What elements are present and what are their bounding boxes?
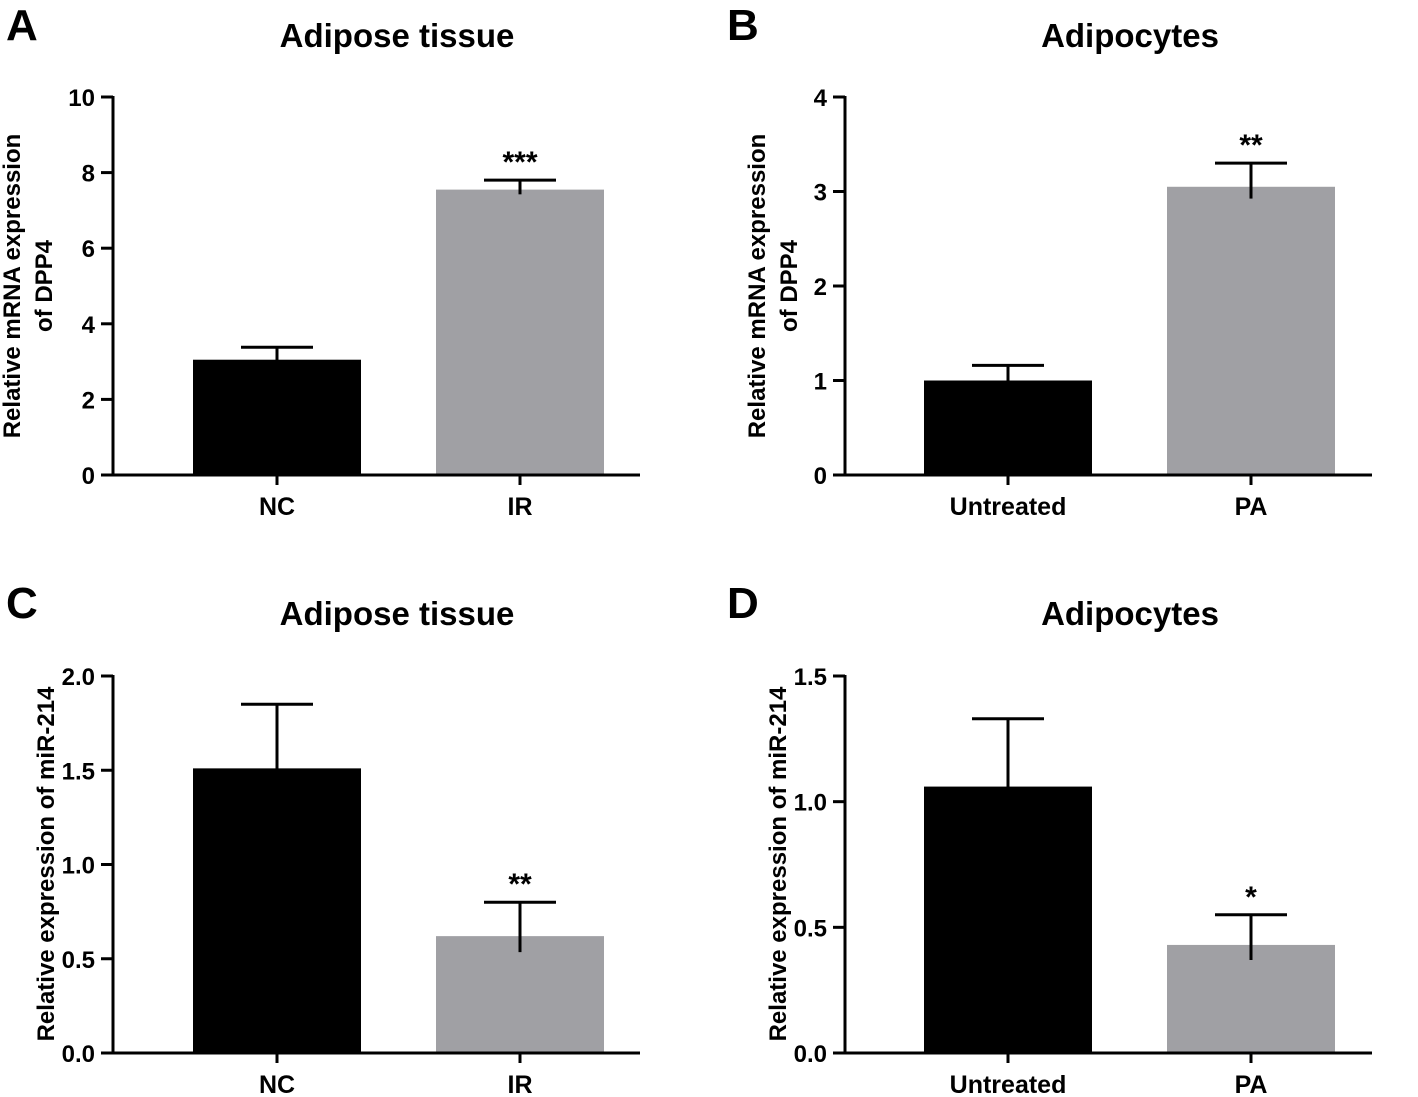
significance-marker: *** <box>502 146 537 179</box>
bar-pa <box>1167 944 1335 1053</box>
y-axis-label: Relative mRNA expression of DPP4 <box>0 134 58 439</box>
significance-marker: ** <box>508 868 532 901</box>
panel-letter: B <box>727 1 759 50</box>
y-tick-label: 8 <box>82 161 95 188</box>
x-tick-label: IR <box>508 493 533 521</box>
y-axis-label-line: Relative expression of miR-214 <box>33 686 60 1041</box>
y-tick-label: 0.0 <box>794 1041 827 1068</box>
bar-ir <box>436 936 604 1053</box>
chart-title: Adipocytes <box>1041 595 1219 632</box>
y-axis-label-line: of DPP4 <box>31 239 58 332</box>
bar-ir <box>436 189 604 476</box>
y-axis-label-line: Relative expression of miR-214 <box>765 686 792 1041</box>
chart-title: Adipose tissue <box>280 17 515 54</box>
y-tick-label: 1.0 <box>794 790 827 817</box>
y-tick-label: 10 <box>68 85 95 112</box>
bar-untreated <box>924 380 1092 475</box>
bar-nc <box>193 359 361 475</box>
panel-d: D Adipocytes Untreated * PA 0.0 0.5 1.0 1.5Relat… <box>727 579 1372 1097</box>
y-tick-label: 3 <box>814 180 827 207</box>
y-tick-label: 0.5 <box>794 915 827 942</box>
y-tick-label: 2.0 <box>62 664 95 691</box>
x-tick-label: PA <box>1235 493 1268 521</box>
y-tick-label: 1.5 <box>62 758 95 785</box>
x-tick-label: PA <box>1235 1071 1268 1097</box>
panel-letter: D <box>727 579 759 628</box>
y-tick-label: 1 <box>814 369 827 396</box>
y-tick-label: 1.5 <box>794 664 827 691</box>
y-tick-label: 4 <box>814 85 828 112</box>
bar-untreated <box>924 786 1092 1053</box>
y-tick-label: 2 <box>82 387 95 414</box>
y-tick-label: 2 <box>814 274 827 301</box>
y-axis-label-line: Relative mRNA expression <box>0 134 26 439</box>
y-axis-label: Relative expression of miR-214 <box>33 686 60 1041</box>
y-tick-label: 0 <box>82 463 95 490</box>
chart-title: Adipocytes <box>1041 17 1219 54</box>
y-axis-label-line: Relative mRNA expression <box>744 134 771 439</box>
y-tick-label: 4 <box>82 312 96 339</box>
bar-nc <box>193 768 361 1053</box>
x-tick-label: NC <box>259 493 295 521</box>
bar-pa <box>1167 186 1335 475</box>
y-tick-label: 6 <box>82 236 95 263</box>
x-tick-label: Untreated <box>950 493 1067 521</box>
y-axis-label-line: of DPP4 <box>776 239 803 332</box>
panel-a: A Adipose tissue NC *** IR 0 2 4 6 8 10 Relative mR… <box>0 1 640 521</box>
y-axis-label: Relative expression of miR-214 <box>765 686 792 1041</box>
panel-c: C Adipose tissue NC ** IR 0.0 0.5 1.0 1.5 2.0Rela… <box>6 579 640 1097</box>
x-tick-label: IR <box>508 1071 533 1097</box>
panel-letter: C <box>6 579 38 628</box>
x-tick-label: NC <box>259 1071 295 1097</box>
y-axis-label: Relative mRNA expression of DPP4 <box>744 134 803 439</box>
y-tick-label: 1.0 <box>62 853 95 880</box>
chart-title: Adipose tissue <box>280 595 515 632</box>
y-tick-label: 0 <box>814 463 827 490</box>
panel-b: B Adipocytes Untreated ** PA 0 1 2 3 4 Relative mR… <box>727 1 1372 521</box>
significance-marker: * <box>1245 881 1257 914</box>
panel-letter: A <box>6 1 38 50</box>
y-tick-label: 0.0 <box>62 1041 95 1068</box>
y-tick-label: 0.5 <box>62 947 95 974</box>
significance-marker: ** <box>1239 129 1263 162</box>
x-tick-label: Untreated <box>950 1071 1067 1097</box>
